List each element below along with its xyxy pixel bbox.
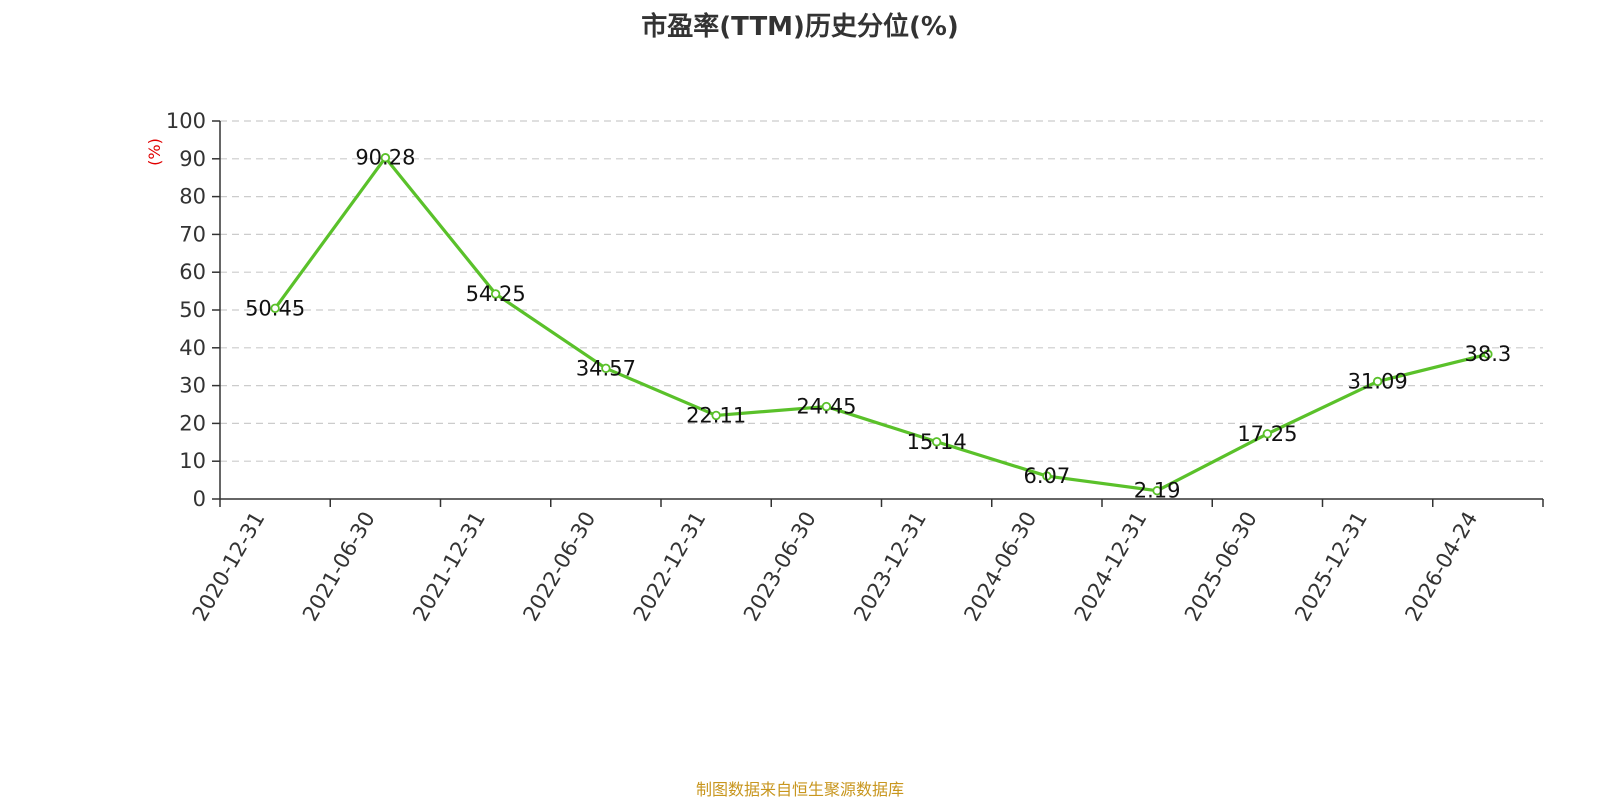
data-point <box>380 153 391 163</box>
x-tick-label: 2023-06-30 <box>739 508 821 626</box>
data-label: 34.57 <box>576 356 636 380</box>
y-tick-label: 100 <box>166 109 206 133</box>
x-tick-label: 2021-12-31 <box>408 508 490 626</box>
data-point <box>1372 376 1383 387</box>
x-tick-label: 2021-06-30 <box>298 508 380 626</box>
y-tick-label: 90 <box>179 147 206 171</box>
data-point <box>490 289 501 299</box>
x-tick-label: 2025-06-30 <box>1180 508 1262 626</box>
axes: 0 10 20 30 40 50 60 70 80 90 100 2020-12-31 2021-06-… <box>166 109 1544 626</box>
y-tick-label: 0 <box>193 487 206 511</box>
x-tick-label: 2024-06-30 <box>959 508 1041 626</box>
data-label: 38.3 <box>1464 342 1511 366</box>
y-tick-label: 60 <box>179 260 206 284</box>
y-tick-label: 80 <box>179 185 206 209</box>
chart-title: 市盈率(TTM)历史分位(%) <box>641 12 959 42</box>
y-axis-unit-label: (%) <box>145 138 164 166</box>
data-label: 50.45 <box>245 296 305 320</box>
x-tick-label: 2024-12-31 <box>1070 508 1152 626</box>
data-labels: 50.45 90.28 54.25 34.57 22.11 24.45 15.14 6.07 2… <box>245 146 1511 503</box>
data-point <box>711 410 721 421</box>
data-point <box>821 401 832 412</box>
y-tick-label: 10 <box>179 449 206 473</box>
y-tick-label: 50 <box>179 298 206 322</box>
data-point <box>931 437 942 447</box>
y-tick-label: 30 <box>179 374 206 398</box>
x-tick-label: 2023-12-31 <box>849 508 931 626</box>
data-label: 90.28 <box>355 146 415 170</box>
data-point <box>1152 486 1162 496</box>
y-tick-label: 20 <box>179 411 206 435</box>
data-point <box>270 303 280 313</box>
data-source-note: 制图数据来自恒生聚源数据库 <box>695 780 904 799</box>
series-line <box>273 156 1489 493</box>
data-label: 2.19 <box>1134 479 1181 503</box>
x-tick-label: 2026-04-24 <box>1400 508 1482 626</box>
x-tick-label: 2020-12-31 <box>188 508 270 626</box>
data-label: 6.07 <box>1023 464 1070 488</box>
data-point <box>1042 471 1052 481</box>
data-label: 15.14 <box>907 430 967 454</box>
data-label: 31.09 <box>1348 369 1408 393</box>
data-point <box>1262 429 1273 439</box>
data-label: 54.25 <box>466 282 526 306</box>
data-point <box>601 363 611 374</box>
data-label: 24.45 <box>796 395 856 419</box>
x-tick-label: 2022-12-31 <box>629 508 711 626</box>
grid-lines <box>220 120 1543 462</box>
y-tick-label: 70 <box>179 222 206 246</box>
x-tick-label: 2025-12-31 <box>1290 508 1372 626</box>
x-tick-label: 2022-06-30 <box>518 508 600 626</box>
data-label: 17.25 <box>1237 422 1297 446</box>
data-label: 22.11 <box>686 403 746 427</box>
y-tick-label: 40 <box>179 336 206 360</box>
data-point <box>1483 349 1493 359</box>
series-layer <box>270 153 1493 496</box>
